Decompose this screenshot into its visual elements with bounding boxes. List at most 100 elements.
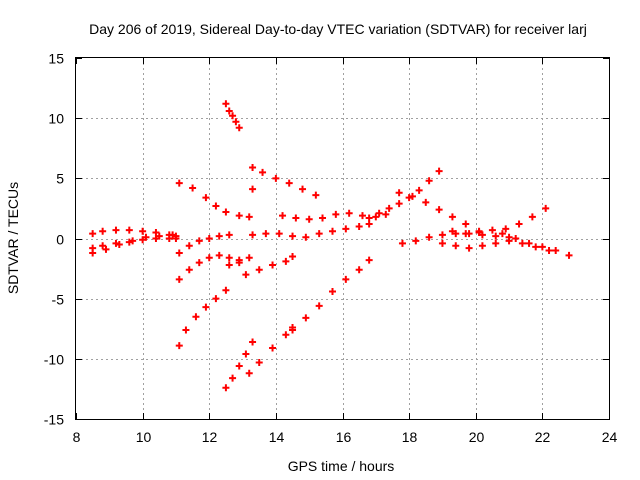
data-point <box>365 214 373 222</box>
data-series <box>279 209 390 223</box>
data-point <box>355 222 363 230</box>
data-point <box>212 202 220 210</box>
data-point <box>435 167 443 175</box>
tick-label-layer: 8 10 12 14 16 18 20 22 24 -15 -10 -5 0 5 10 15 <box>44 51 618 446</box>
data-point <box>465 244 473 252</box>
data-series <box>498 230 573 259</box>
data-point <box>142 233 150 241</box>
plot-frame <box>75 57 610 420</box>
data-point <box>302 233 310 241</box>
data-point <box>99 242 107 250</box>
data-point <box>125 226 133 234</box>
data-point <box>222 208 230 216</box>
y-tick-label: 0 <box>56 232 64 248</box>
data-point <box>115 241 123 249</box>
data-point <box>195 237 203 245</box>
data-point <box>242 271 250 279</box>
data-point <box>292 214 300 222</box>
data-point <box>222 384 230 392</box>
x-tick-label: 18 <box>402 429 418 445</box>
data-point <box>245 369 253 377</box>
data-point <box>235 362 243 370</box>
data-point <box>182 326 190 334</box>
data-point <box>435 206 443 214</box>
data-point <box>259 168 267 176</box>
data-point <box>462 230 470 238</box>
data-point <box>249 338 257 346</box>
data-point <box>262 230 270 238</box>
data-point <box>565 251 573 259</box>
data-point <box>412 237 420 245</box>
data-series <box>438 237 553 255</box>
data-point <box>289 253 297 261</box>
data-point <box>425 177 433 185</box>
data-point <box>229 374 237 382</box>
data-point <box>255 358 263 366</box>
data-point <box>99 227 107 235</box>
x-tick-label: 10 <box>136 429 152 445</box>
data-series <box>289 256 373 332</box>
data-point <box>222 286 230 294</box>
data-point <box>185 266 193 274</box>
data-series <box>225 254 253 269</box>
data-point <box>155 232 163 240</box>
data-point <box>342 275 350 283</box>
data-point <box>502 225 510 233</box>
data-point <box>398 239 406 247</box>
data-point <box>102 245 110 253</box>
data-point <box>422 198 430 206</box>
data-series <box>398 230 513 247</box>
data-point <box>282 257 290 265</box>
data-point <box>329 287 337 295</box>
data-point <box>245 254 253 262</box>
data-point <box>232 118 240 126</box>
data-point <box>225 254 233 262</box>
y-axis-title: SDTVAR / TECUs <box>5 182 21 294</box>
data-point <box>515 220 523 228</box>
data-point <box>192 313 200 321</box>
data-point <box>475 228 483 236</box>
data-point <box>448 213 456 221</box>
data-point <box>215 251 223 259</box>
data-point <box>355 266 363 274</box>
data-point <box>185 242 193 250</box>
data-point <box>245 213 253 221</box>
data-point <box>285 179 293 187</box>
data-series <box>175 286 230 350</box>
data-series <box>175 231 233 257</box>
data-series <box>222 100 243 132</box>
data-point <box>175 342 183 350</box>
data-point <box>545 247 553 255</box>
data-point <box>175 275 183 283</box>
data-point <box>518 239 526 247</box>
data-point <box>415 186 423 194</box>
data-point <box>202 303 210 311</box>
data-point <box>215 232 223 240</box>
data-point <box>269 261 277 269</box>
data-point <box>202 194 210 202</box>
x-tick-label: 14 <box>269 429 285 445</box>
data-point <box>385 204 393 212</box>
data-series <box>89 231 177 257</box>
data-point <box>528 213 536 221</box>
y-tick-label: 15 <box>48 51 64 67</box>
data-point <box>365 220 373 228</box>
data-point <box>195 259 203 267</box>
x-tick-label: 22 <box>535 429 551 445</box>
data-series <box>249 164 320 199</box>
data-point <box>395 200 403 208</box>
x-tick-label: 12 <box>202 429 218 445</box>
data-point <box>358 212 366 220</box>
data-point <box>275 230 283 238</box>
data-series <box>242 253 297 279</box>
data-point <box>492 232 500 240</box>
data-point <box>89 230 97 238</box>
x-tick-label: 8 <box>73 429 81 445</box>
data-point <box>382 210 390 218</box>
y-tick-label: -15 <box>44 412 64 428</box>
data-point <box>175 179 183 187</box>
data-point <box>305 215 313 223</box>
data-point <box>492 239 500 247</box>
y-tick-label: -5 <box>52 292 65 308</box>
x-axis-title: GPS time / hours <box>288 458 395 474</box>
